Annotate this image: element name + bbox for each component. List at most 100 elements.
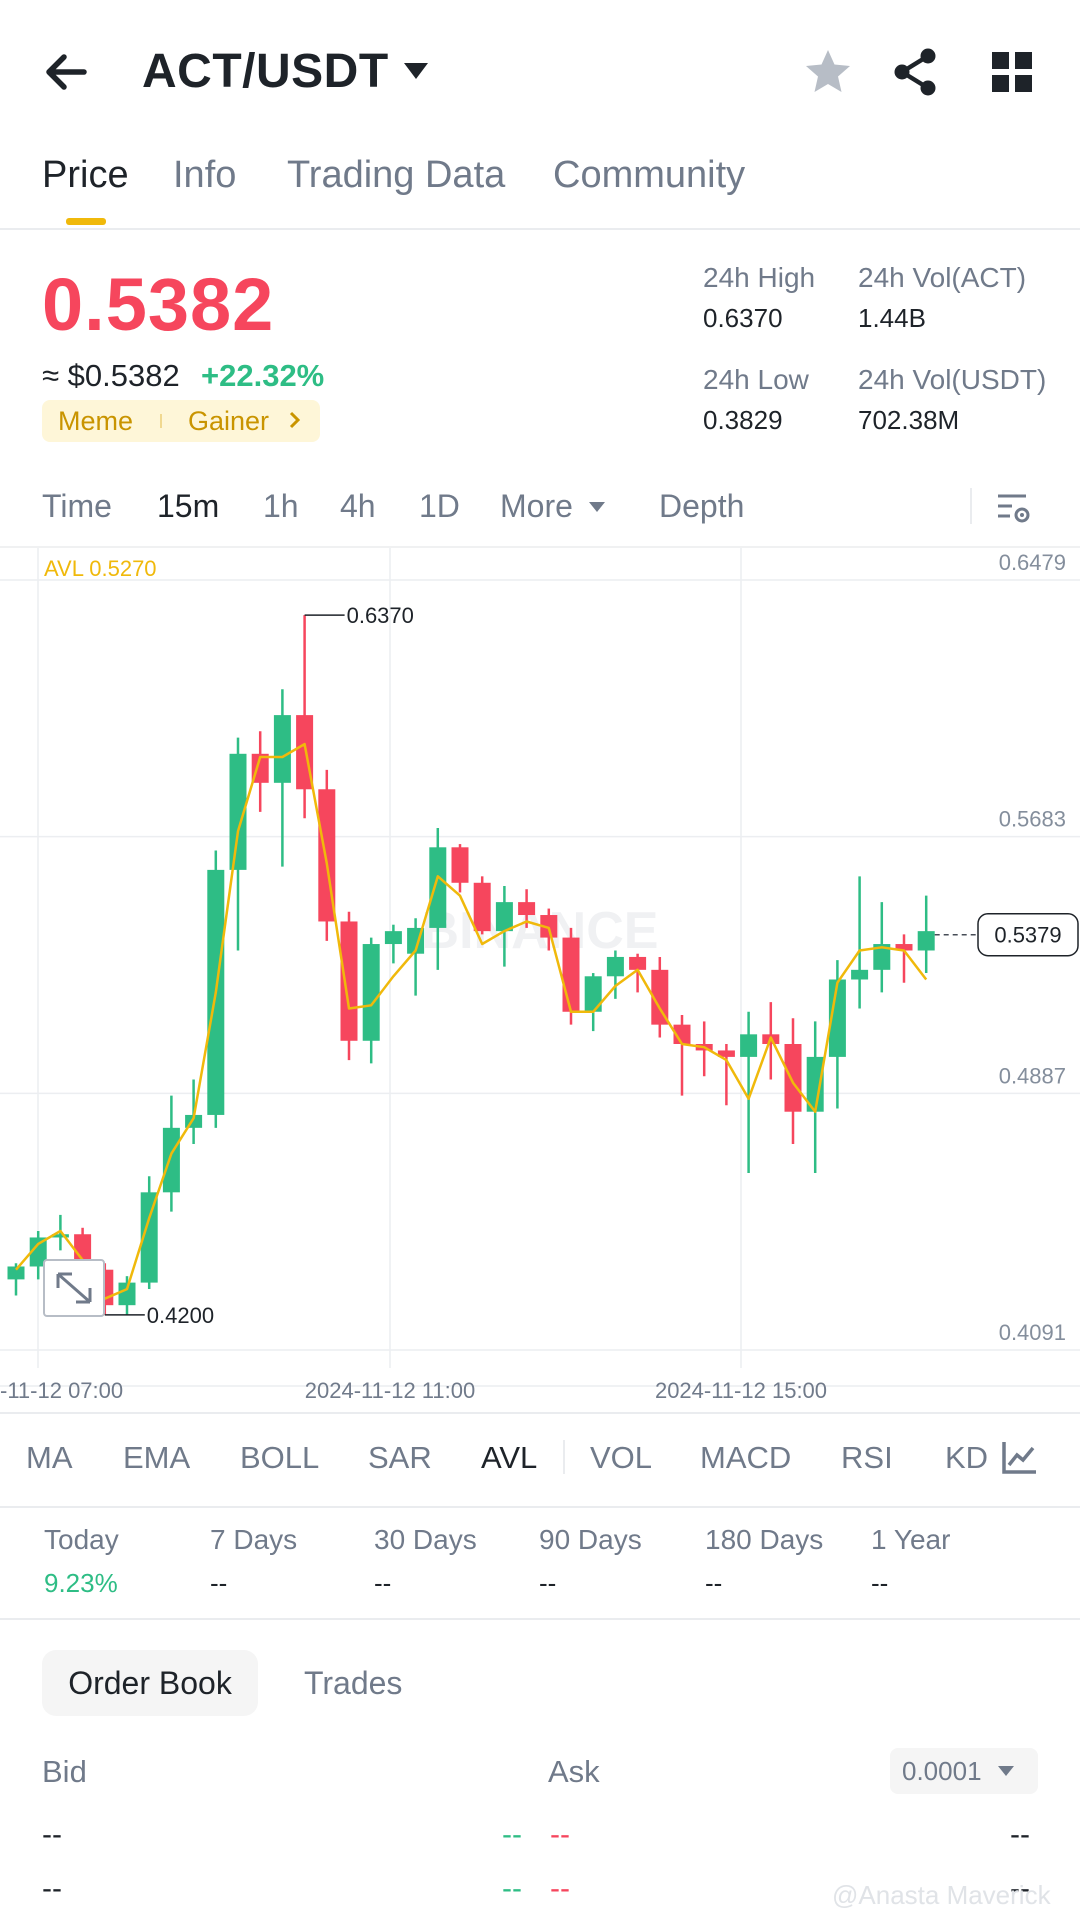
bid-qty: --: [42, 1818, 62, 1851]
candle-body: [429, 847, 447, 928]
indicator-settings-icon[interactable]: [992, 1434, 1064, 1484]
main-tabs: Price Info Trading Data Community: [0, 150, 1080, 230]
interval-divider: [970, 488, 972, 524]
tag-gainer[interactable]: Gainer: [188, 406, 270, 436]
ask-price: --: [550, 1872, 570, 1905]
tab-trading-data[interactable]: Trading Data: [287, 154, 506, 196]
candle-body: [584, 976, 602, 1012]
precision-value: 0.0001: [902, 1756, 982, 1786]
x-tick-label: 2024-11-12 15:00: [655, 1378, 827, 1403]
chart-settings-icon[interactable]: [996, 490, 1032, 531]
candle-body: [118, 1282, 136, 1306]
section-divider: [0, 1618, 1080, 1620]
share-icon[interactable]: [890, 46, 942, 98]
interval-15m[interactable]: 15m: [157, 488, 220, 524]
star-icon[interactable]: [802, 46, 854, 98]
candle-body: [140, 1192, 158, 1283]
ask-qty: --: [1010, 1872, 1030, 1905]
perf-value-1y: --: [871, 1568, 889, 1598]
low-label: 24h Low: [703, 364, 809, 395]
candle-body: [362, 944, 380, 1041]
indicator-boll[interactable]: BOLL: [240, 1440, 320, 1475]
price-change: +22.32%: [201, 358, 325, 393]
candlestick-chart[interactable]: BINANCE AVL 0.5270 0.6370 0.4200 0.5379 0.…: [0, 548, 1080, 1408]
interval-1d[interactable]: 1D: [419, 488, 460, 524]
candle-body: [828, 979, 846, 1057]
vol-quote-value: 702.38M: [858, 405, 960, 435]
candle-body: [384, 931, 402, 945]
candle-body: [473, 882, 491, 932]
usd-price: ≈ $0.5382: [42, 358, 180, 393]
indicator-bar: MA EMA BOLL SAR AVL VOL MACD RSI KD: [0, 1412, 1080, 1508]
interval-depth[interactable]: Depth: [659, 488, 745, 524]
tag-meme[interactable]: Meme: [58, 406, 134, 436]
interval-4h[interactable]: 4h: [340, 488, 376, 524]
tab-trades[interactable]: Trades: [304, 1665, 403, 1701]
high-marker-label: 0.6370: [347, 603, 414, 628]
candle-body: [917, 931, 935, 951]
candle-body: [629, 956, 647, 970]
perf-value-180d: --: [705, 1568, 723, 1598]
caret-down-icon[interactable]: [402, 60, 430, 82]
tag-separator: [160, 414, 162, 428]
tab-community[interactable]: Community: [553, 154, 746, 196]
candle-body: [229, 753, 247, 870]
perf-label-today: Today: [44, 1524, 119, 1555]
ask-qty: --: [1010, 1818, 1030, 1851]
indicator-kd[interactable]: KD: [945, 1440, 989, 1475]
pair-title[interactable]: ACT/USDT: [142, 45, 389, 98]
perf-value-30d: --: [374, 1568, 392, 1598]
ask-price: --: [550, 1818, 570, 1851]
tab-order-book[interactable]: Order Book: [42, 1650, 258, 1716]
perf-label-180d: 180 Days: [705, 1524, 824, 1555]
bid-qty: --: [42, 1872, 62, 1905]
high-label: 24h High: [703, 262, 816, 293]
active-tab-indicator: [66, 218, 106, 225]
avl-line: [15, 742, 928, 1300]
candle-body: [29, 1237, 47, 1267]
current-price-label: 0.5379: [994, 923, 1061, 948]
tab-info[interactable]: Info: [173, 154, 237, 196]
back-arrow-icon[interactable]: [40, 44, 100, 100]
candle-body: [895, 944, 913, 951]
perf-value-7d: --: [210, 1568, 228, 1598]
indicator-vol[interactable]: VOL: [590, 1440, 653, 1475]
candle-body: [540, 915, 558, 938]
current-price-box: [977, 912, 1079, 957]
indicator-sar[interactable]: SAR: [368, 1440, 432, 1475]
chart-canvas[interactable]: BINANCE AVL 0.5270 0.6370 0.4200 0.5379 0.…: [0, 548, 1080, 1408]
indicator-ma[interactable]: MA: [26, 1440, 73, 1475]
low-value: 0.3829: [703, 405, 783, 435]
vol-base-label: 24h Vol(ACT): [858, 262, 1027, 293]
indicator-avl[interactable]: AVL: [481, 1440, 538, 1475]
expand-chart-icon[interactable]: [43, 1259, 105, 1317]
perf-label-90d: 90 Days: [539, 1524, 642, 1555]
interval-1h[interactable]: 1h: [263, 488, 299, 524]
candle-body: [651, 969, 669, 1025]
candle-body: [7, 1266, 25, 1280]
candle-body: [518, 902, 536, 916]
x-tick-label: -11-12 07:00: [0, 1378, 123, 1403]
top-bar: ACT/USDT: [0, 0, 1080, 140]
perf-label-30d: 30 Days: [374, 1524, 477, 1555]
interval-time[interactable]: Time: [42, 488, 112, 524]
interval-more[interactable]: More: [500, 488, 573, 524]
perf-label-7d: 7 Days: [210, 1524, 298, 1555]
candle-body: [562, 937, 580, 1012]
avl-indicator-label: AVL 0.5270: [44, 556, 157, 581]
candle-body: [162, 1127, 180, 1193]
candle-body: [851, 969, 869, 980]
grid-icon[interactable]: [986, 46, 1038, 98]
candle-body: [784, 1043, 802, 1112]
chevron-right-icon[interactable]: [288, 408, 302, 437]
indicator-ema[interactable]: EMA: [123, 1440, 191, 1475]
tab-price[interactable]: Price: [42, 154, 129, 196]
bid-price: --: [502, 1872, 522, 1905]
more-caret-icon[interactable]: [587, 500, 607, 519]
y-tick-label: 0.6479: [999, 550, 1066, 575]
y-tick-label: 0.4887: [999, 1063, 1066, 1088]
tag-bar[interactable]: Meme Gainer: [42, 400, 320, 442]
indicator-rsi[interactable]: RSI: [841, 1440, 893, 1475]
precision-select[interactable]: 0.0001: [890, 1748, 1038, 1794]
indicator-macd[interactable]: MACD: [700, 1440, 792, 1475]
